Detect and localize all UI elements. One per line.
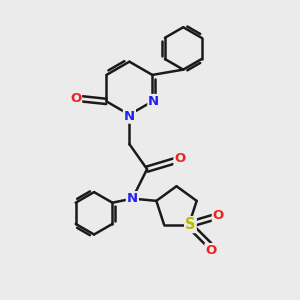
Text: N: N [127, 192, 138, 205]
Text: O: O [70, 92, 81, 105]
Text: N: N [148, 95, 159, 108]
Text: O: O [206, 244, 217, 257]
Text: O: O [174, 152, 186, 165]
Text: S: S [185, 217, 196, 232]
Text: O: O [213, 209, 224, 222]
Text: N: N [124, 110, 135, 123]
